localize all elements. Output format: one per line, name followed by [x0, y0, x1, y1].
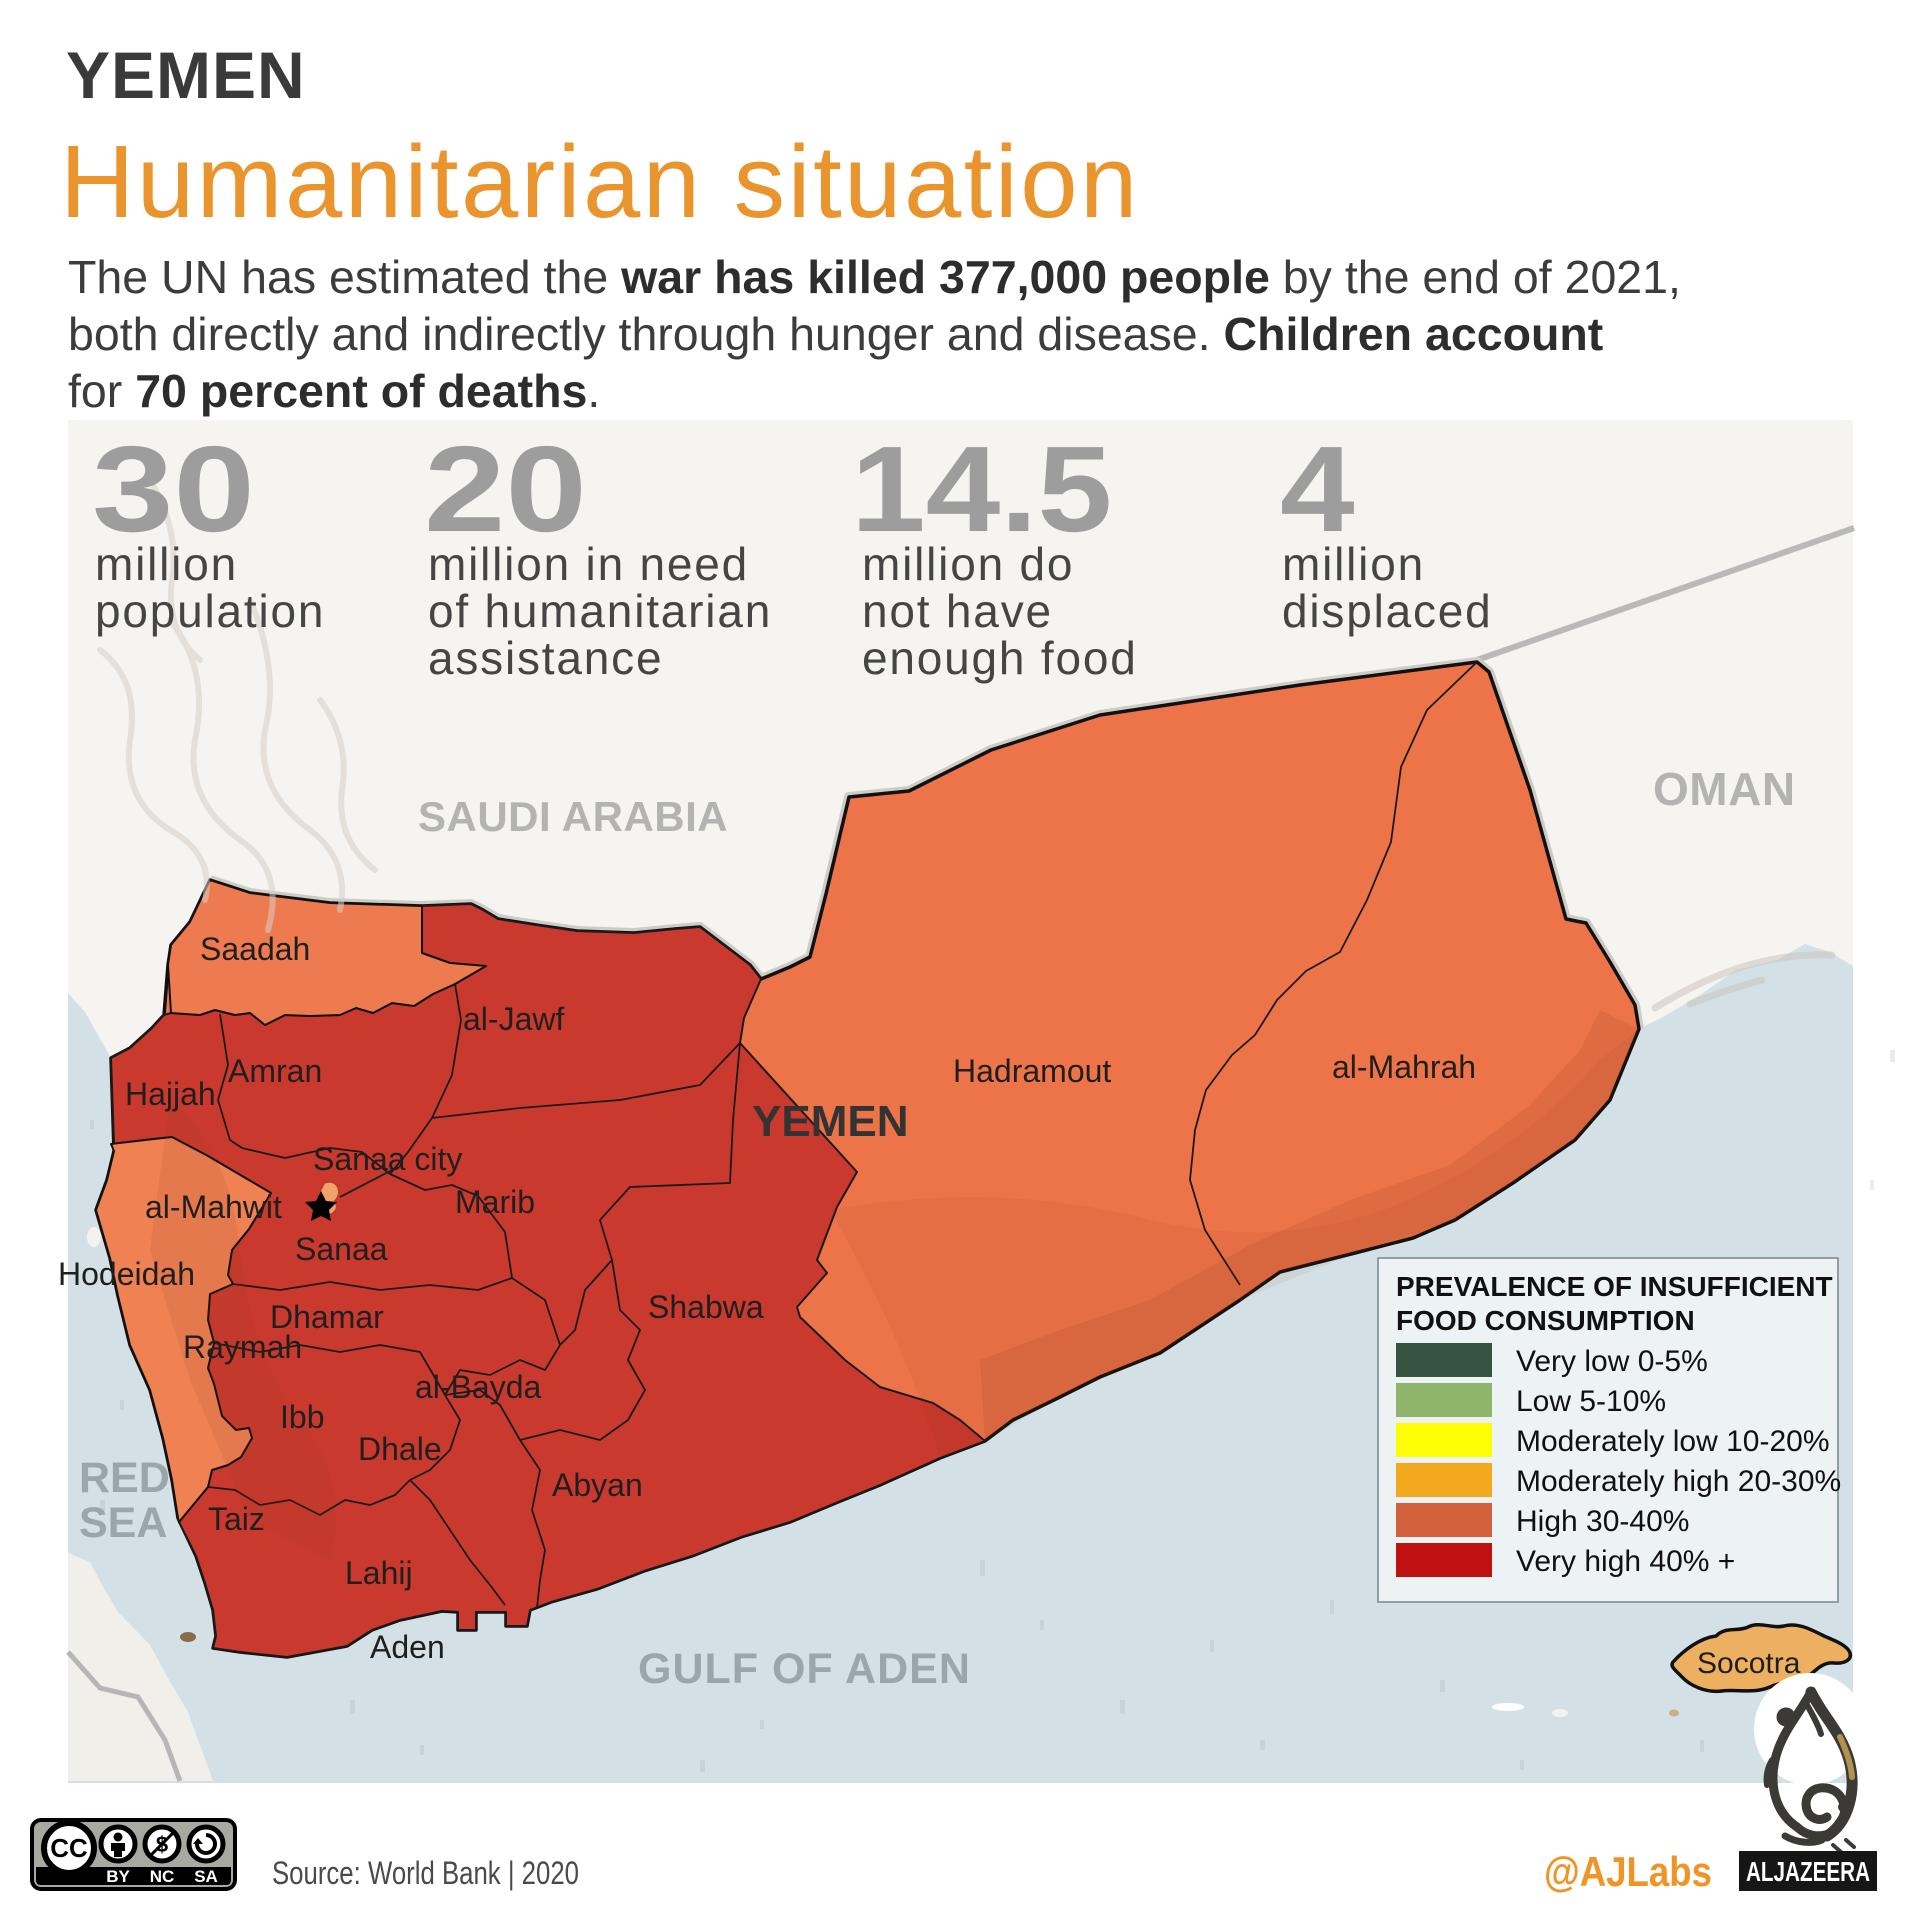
- svg-text:al-Mahrah: al-Mahrah: [1332, 1049, 1476, 1085]
- svg-text:al-Jawf: al-Jawf: [463, 1001, 564, 1037]
- svg-text:YEMEN: YEMEN: [752, 1097, 908, 1146]
- svg-text:NC: NC: [150, 1867, 175, 1886]
- svg-text:Socotra: Socotra: [1697, 1647, 1801, 1680]
- svg-text:Dhale: Dhale: [358, 1431, 442, 1467]
- svg-text:Hodeidah: Hodeidah: [58, 1256, 195, 1292]
- svg-text:Moderately high 20-30%: Moderately high 20-30%: [1516, 1465, 1841, 1498]
- svg-text:Shabwa: Shabwa: [648, 1289, 764, 1325]
- svg-text:BY: BY: [106, 1867, 130, 1886]
- svg-text:RED: RED: [79, 1454, 170, 1502]
- svg-text:SAUDI ARABIA: SAUDI ARABIA: [418, 793, 728, 840]
- svg-text:Abyan: Abyan: [552, 1467, 643, 1503]
- svg-text:Sanaa city: Sanaa city: [313, 1141, 462, 1177]
- svg-text:PREVALENCE OF INSUFFICIENT: PREVALENCE OF INSUFFICIENT: [1396, 1271, 1833, 1302]
- svg-text:CC: CC: [50, 1833, 88, 1863]
- svg-text:SEA: SEA: [79, 1499, 167, 1547]
- svg-text:Very low 0-5%: Very low 0-5%: [1516, 1345, 1708, 1378]
- svg-text:Very high 40% +: Very high 40% +: [1516, 1545, 1735, 1578]
- svg-text:Amran: Amran: [228, 1053, 322, 1089]
- svg-text:Raymah: Raymah: [183, 1329, 302, 1365]
- svg-text:Sanaa: Sanaa: [295, 1231, 388, 1267]
- svg-text:Marib: Marib: [455, 1184, 535, 1220]
- svg-text:Hadramout: Hadramout: [953, 1053, 1111, 1089]
- svg-text:High 30-40%: High 30-40%: [1516, 1505, 1689, 1538]
- svg-text:Taiz: Taiz: [208, 1501, 265, 1537]
- svg-text:Source: World Bank | 2020: Source: World Bank | 2020: [272, 1855, 579, 1891]
- svg-text:ALJAZEERA: ALJAZEERA: [1746, 1856, 1870, 1887]
- svg-text:GULF OF ADEN: GULF OF ADEN: [638, 1645, 971, 1693]
- svg-text:Hajjah: Hajjah: [125, 1076, 216, 1112]
- svg-text:@AJLabs: @AJLabs: [1544, 1848, 1712, 1895]
- svg-text:Dhamar: Dhamar: [270, 1299, 384, 1335]
- svg-text:al-Mahwit: al-Mahwit: [145, 1189, 282, 1225]
- svg-text:Low 5-10%: Low 5-10%: [1516, 1385, 1666, 1418]
- svg-text:al-Bayda: al-Bayda: [415, 1369, 542, 1405]
- svg-text:OMAN: OMAN: [1653, 763, 1796, 815]
- svg-text:Aden: Aden: [370, 1629, 445, 1665]
- svg-text:Moderately low 10-20%: Moderately low 10-20%: [1516, 1425, 1830, 1458]
- svg-text:FOOD CONSUMPTION: FOOD CONSUMPTION: [1396, 1305, 1695, 1336]
- svg-text:Saadah: Saadah: [200, 931, 310, 967]
- svg-text:SA: SA: [194, 1867, 218, 1886]
- svg-text:Ibb: Ibb: [280, 1399, 324, 1435]
- svg-text:Lahij: Lahij: [345, 1555, 413, 1591]
